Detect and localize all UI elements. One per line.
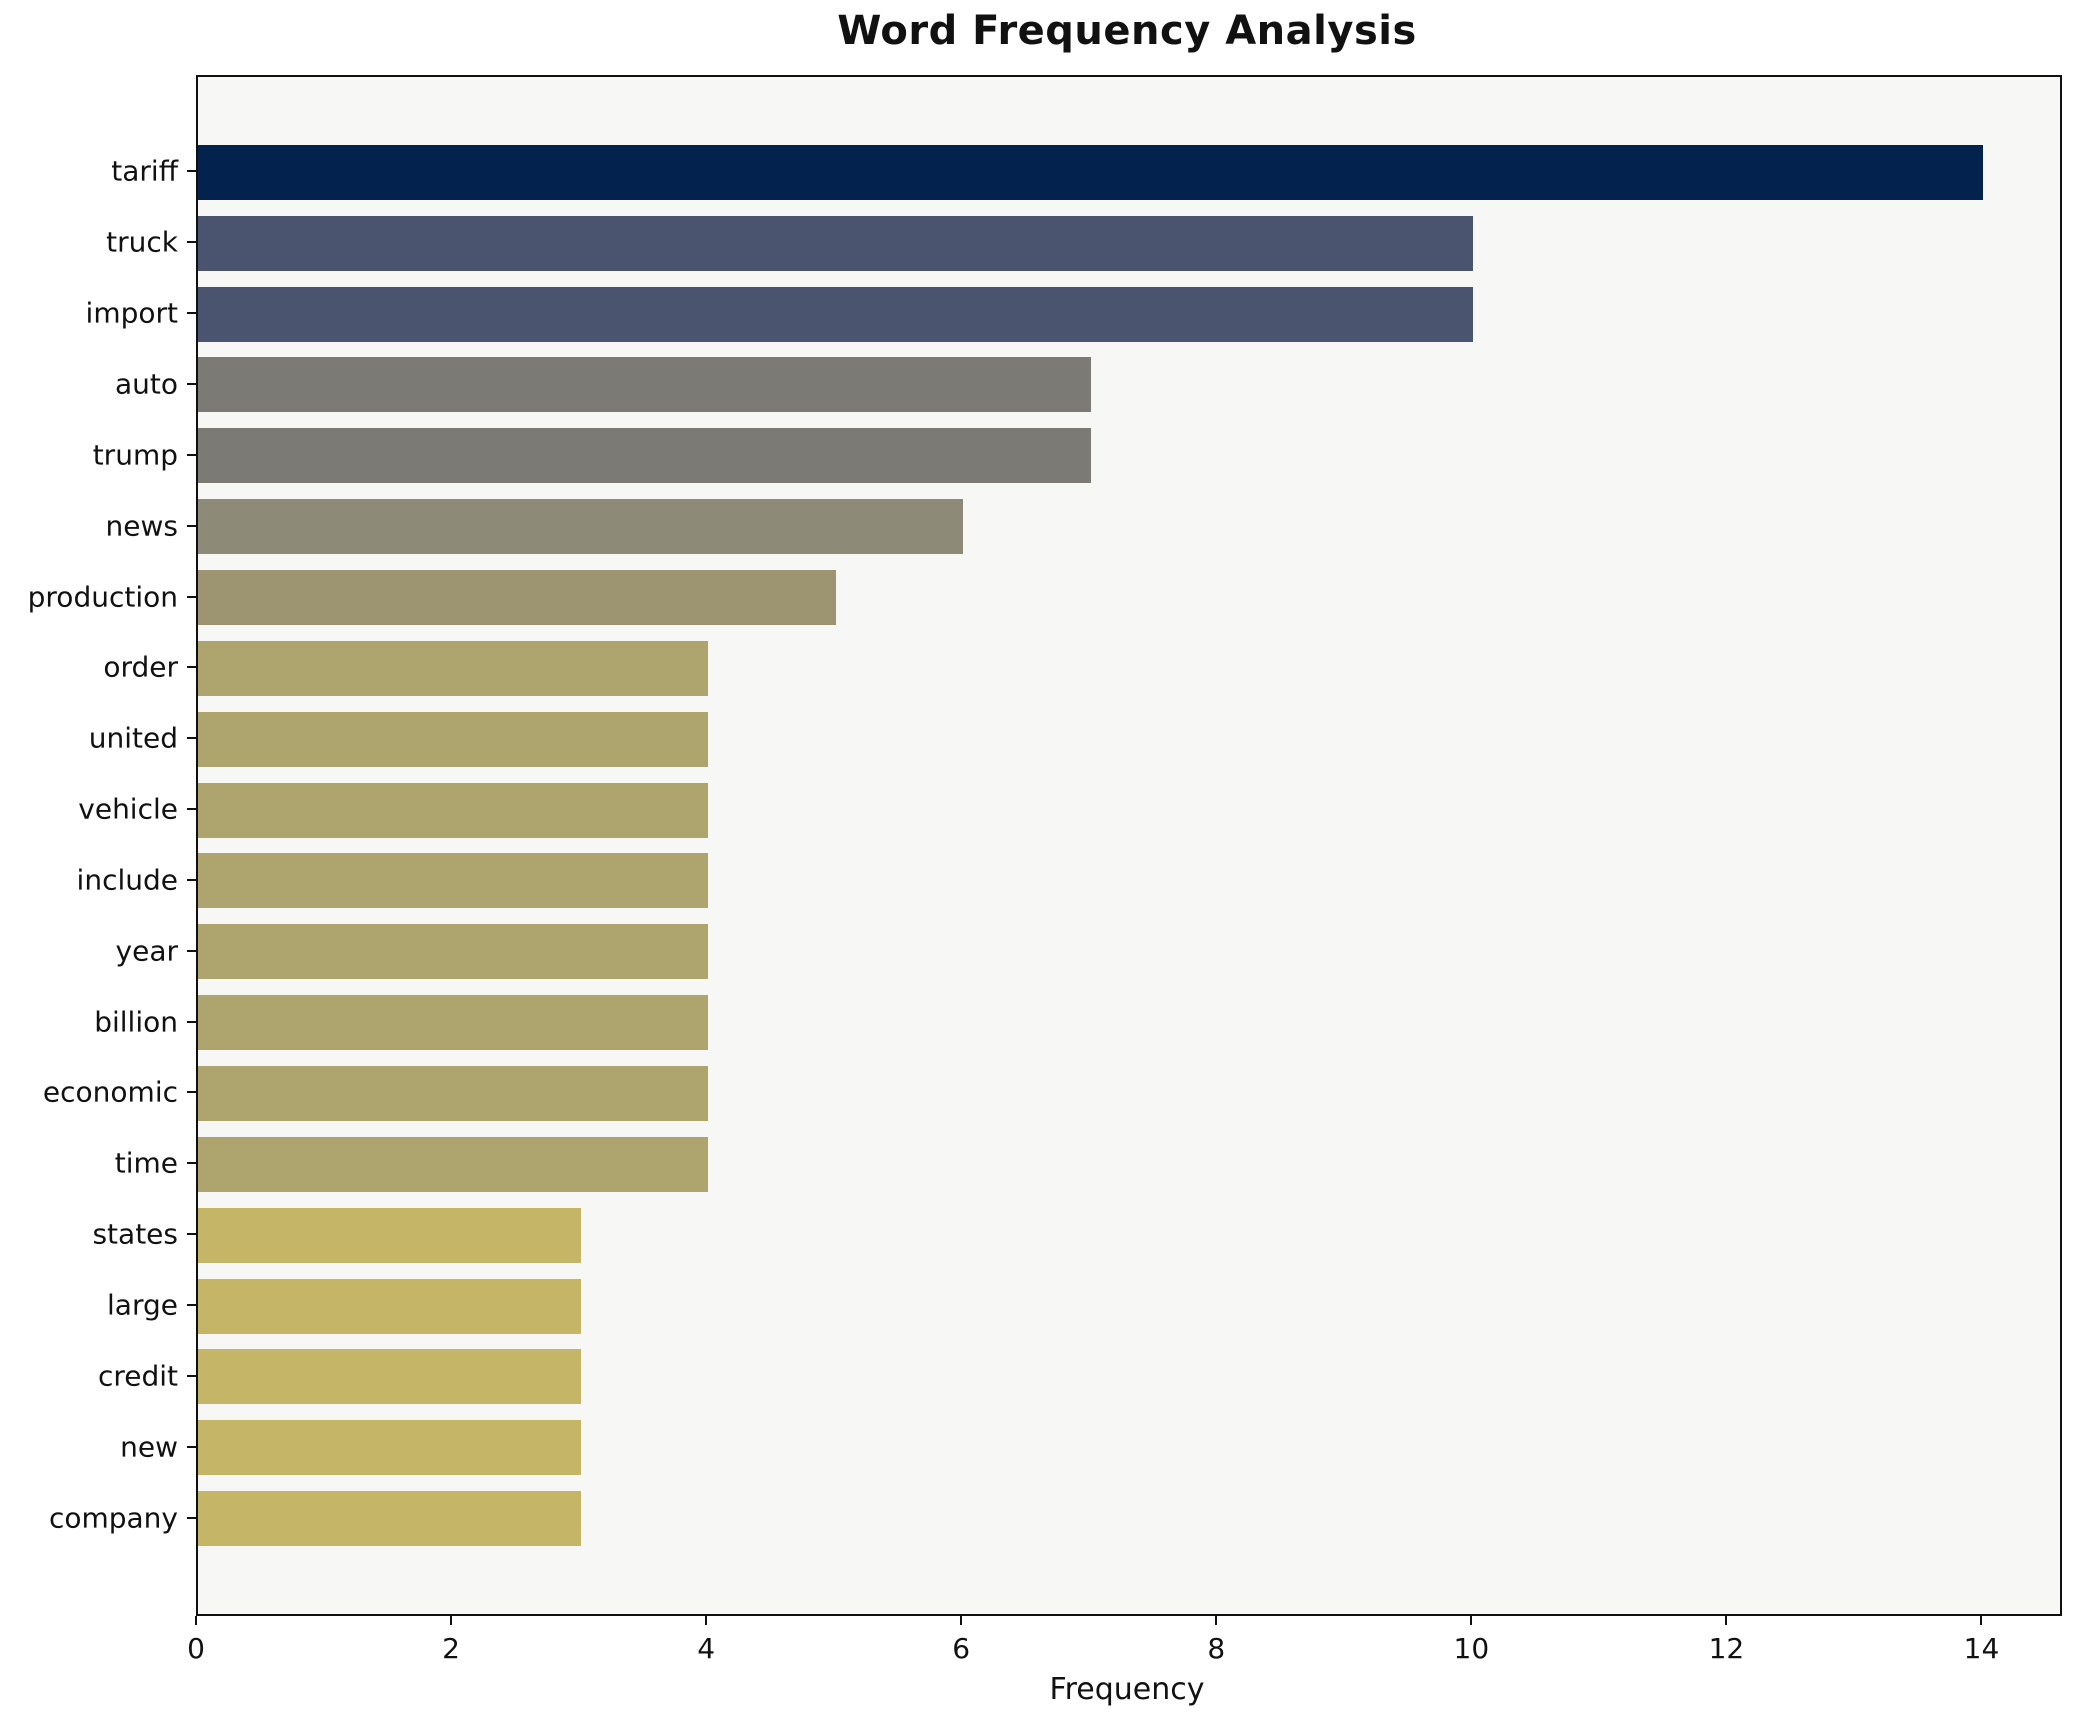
ytick-mark-company	[187, 1516, 196, 1519]
xtick-mark-2	[450, 1616, 453, 1625]
ytick-label-time: time	[114, 1146, 178, 1180]
ytick-mark-year	[187, 949, 196, 952]
bar-economic	[198, 1065, 709, 1121]
ytick-mark-vehicle	[187, 808, 196, 811]
bar-new	[198, 1420, 581, 1476]
ytick-mark-billion	[187, 1020, 196, 1023]
bar-tariff	[198, 144, 1984, 200]
x-axis-label: Frequency	[1049, 1672, 1205, 1707]
ytick-mark-large	[187, 1304, 196, 1307]
bar-states	[198, 1207, 581, 1263]
bar-truck	[198, 215, 1474, 271]
ytick-label-tariff: tariff	[111, 154, 178, 188]
bar-include	[198, 853, 709, 909]
ytick-label-year: year	[115, 934, 178, 968]
bar-production	[198, 570, 836, 626]
bar-year	[198, 924, 709, 980]
bar-import	[198, 286, 1474, 342]
bar-trump	[198, 428, 1091, 484]
xtick-mark-0	[195, 1616, 197, 1625]
ytick-mark-import	[187, 312, 196, 315]
bar-company	[198, 1491, 581, 1547]
ytick-label-trump: trump	[92, 438, 178, 472]
ytick-mark-production	[187, 595, 196, 598]
xtick-mark-8	[1215, 1616, 1218, 1625]
bar-united	[198, 711, 709, 767]
bar-auto	[198, 357, 1091, 413]
chart-title: Word Frequency Analysis	[837, 8, 1417, 54]
ytick-label-production: production	[27, 580, 178, 614]
ytick-label-united: united	[88, 721, 178, 755]
xtick-mark-6	[960, 1616, 963, 1625]
ytick-mark-order	[187, 666, 196, 669]
bar-large	[198, 1278, 581, 1334]
bar-news	[198, 499, 964, 555]
ytick-label-include: include	[76, 863, 178, 897]
bar-billion	[198, 995, 709, 1051]
ytick-mark-tariff	[187, 170, 196, 173]
ytick-mark-auto	[187, 382, 196, 385]
bar-vehicle	[198, 782, 709, 838]
ytick-label-credit: credit	[97, 1359, 178, 1393]
xtick-mark-10	[1470, 1616, 1473, 1625]
xtick-label-14: 14	[1963, 1632, 2000, 1665]
ytick-label-economic: economic	[42, 1075, 178, 1109]
plot-area	[196, 75, 2062, 1616]
ytick-label-states: states	[92, 1217, 178, 1251]
ytick-label-billion: billion	[94, 1005, 178, 1039]
bar-order	[198, 640, 709, 696]
ytick-mark-truck	[187, 241, 196, 244]
ytick-label-import: import	[85, 296, 178, 330]
ytick-mark-states	[187, 1233, 196, 1236]
ytick-mark-news	[187, 524, 196, 527]
xtick-mark-4	[705, 1616, 708, 1625]
xtick-label-0: 0	[187, 1632, 205, 1665]
ytick-mark-trump	[187, 453, 196, 456]
ytick-mark-economic	[187, 1091, 196, 1094]
ytick-label-auto: auto	[114, 367, 178, 401]
ytick-mark-include	[187, 878, 196, 881]
ytick-mark-time	[187, 1162, 196, 1165]
bar-time	[198, 1136, 709, 1192]
ytick-label-truck: truck	[106, 225, 178, 259]
ytick-label-news: news	[105, 509, 178, 543]
xtick-label-4: 4	[697, 1632, 716, 1665]
ytick-label-new: new	[120, 1430, 178, 1464]
ytick-mark-new	[187, 1445, 196, 1448]
xtick-label-2: 2	[442, 1632, 460, 1665]
xtick-label-8: 8	[1207, 1632, 1226, 1665]
ytick-label-vehicle: vehicle	[78, 792, 178, 826]
ytick-label-order: order	[103, 650, 178, 684]
xtick-label-6: 6	[952, 1632, 971, 1665]
xtick-label-10: 10	[1453, 1632, 1490, 1665]
ytick-label-company: company	[48, 1501, 178, 1535]
ytick-label-large: large	[107, 1288, 178, 1322]
xtick-mark-14	[1980, 1616, 1983, 1625]
ytick-mark-united	[187, 737, 196, 740]
xtick-label-12: 12	[1708, 1632, 1745, 1665]
bar-credit	[198, 1349, 581, 1405]
ytick-mark-credit	[187, 1374, 196, 1377]
xtick-mark-12	[1725, 1616, 1728, 1625]
